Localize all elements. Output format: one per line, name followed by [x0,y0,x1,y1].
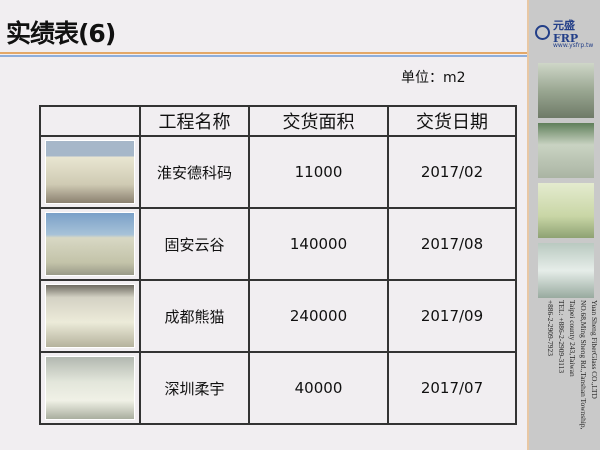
table-row: 成都熊猫 240000 2017/09 [39,279,517,353]
slide-title: 实绩表(6) [6,19,116,48]
project-area: 240000 [248,279,389,353]
header-project-name: 工程名称 [139,105,250,137]
photo-frp-tank [538,123,594,178]
project-date: 2017/08 [387,207,517,281]
project-name: 深圳柔宇 [139,351,250,425]
header-area: 交货面积 [248,105,389,137]
project-photo [45,284,135,348]
company-address: Yuan Sheng FiberGlass CO.,LTD NO.68,Ming… [540,300,600,448]
project-date: 2017/02 [387,135,517,209]
address-line: TEL: +886-2-2909-3113 [557,300,566,374]
unit-label: 单位：m2 [401,70,466,86]
project-name: 固安云谷 [139,207,250,281]
divider-orange [0,52,527,54]
divider-blue [0,55,527,57]
logo-name: 元盛FRP [552,19,579,45]
logo-icon [535,24,550,40]
address-line: Taipei county 243,Taiwan [568,300,577,377]
table-row: 淮安德科码 11000 2017/02 [39,135,517,209]
project-photo [45,140,135,204]
project-area: 140000 [248,207,389,281]
table-row: 固安云谷 140000 2017/08 [39,207,517,281]
project-date: 2017/09 [387,279,517,353]
logo-url: www.ysfrp.tw [553,42,594,49]
project-date: 2017/07 [387,351,517,425]
header-date: 交货日期 [387,105,517,137]
project-area: 11000 [248,135,389,209]
project-name: 淮安德科码 [139,135,250,209]
table-row: 深圳柔宇 40000 2017/07 [39,351,517,425]
address-line: +886-2-2909-7923 [546,300,555,356]
project-photo [45,356,135,420]
project-area: 40000 [248,351,389,425]
photo-frp-tanks [538,183,594,238]
logo-top-row: 元盛FRP [535,19,600,45]
address-line: NO.68,Ming Sheng Rd.,Tanshan Township, [579,300,588,430]
photo-cleanroom-floor [538,243,594,298]
address-line: Yuan Sheng FiberGlass CO.,LTD [590,300,599,399]
project-photo [45,212,135,276]
photo-frp-structure [538,63,594,118]
project-name: 成都熊猫 [139,279,250,353]
company-logo: 元盛FRP www.ysfrp.tw [535,19,600,50]
performance-table: 工程名称 交货面积 交货日期 淮安德科码 11000 2017/02 固安云谷 … [39,105,517,425]
header-photo [39,105,141,137]
sidebar: 元盛FRP www.ysfrp.tw Yuan Sheng FiberGlass… [527,0,600,450]
table-header-row: 工程名称 交货面积 交货日期 [39,105,517,137]
